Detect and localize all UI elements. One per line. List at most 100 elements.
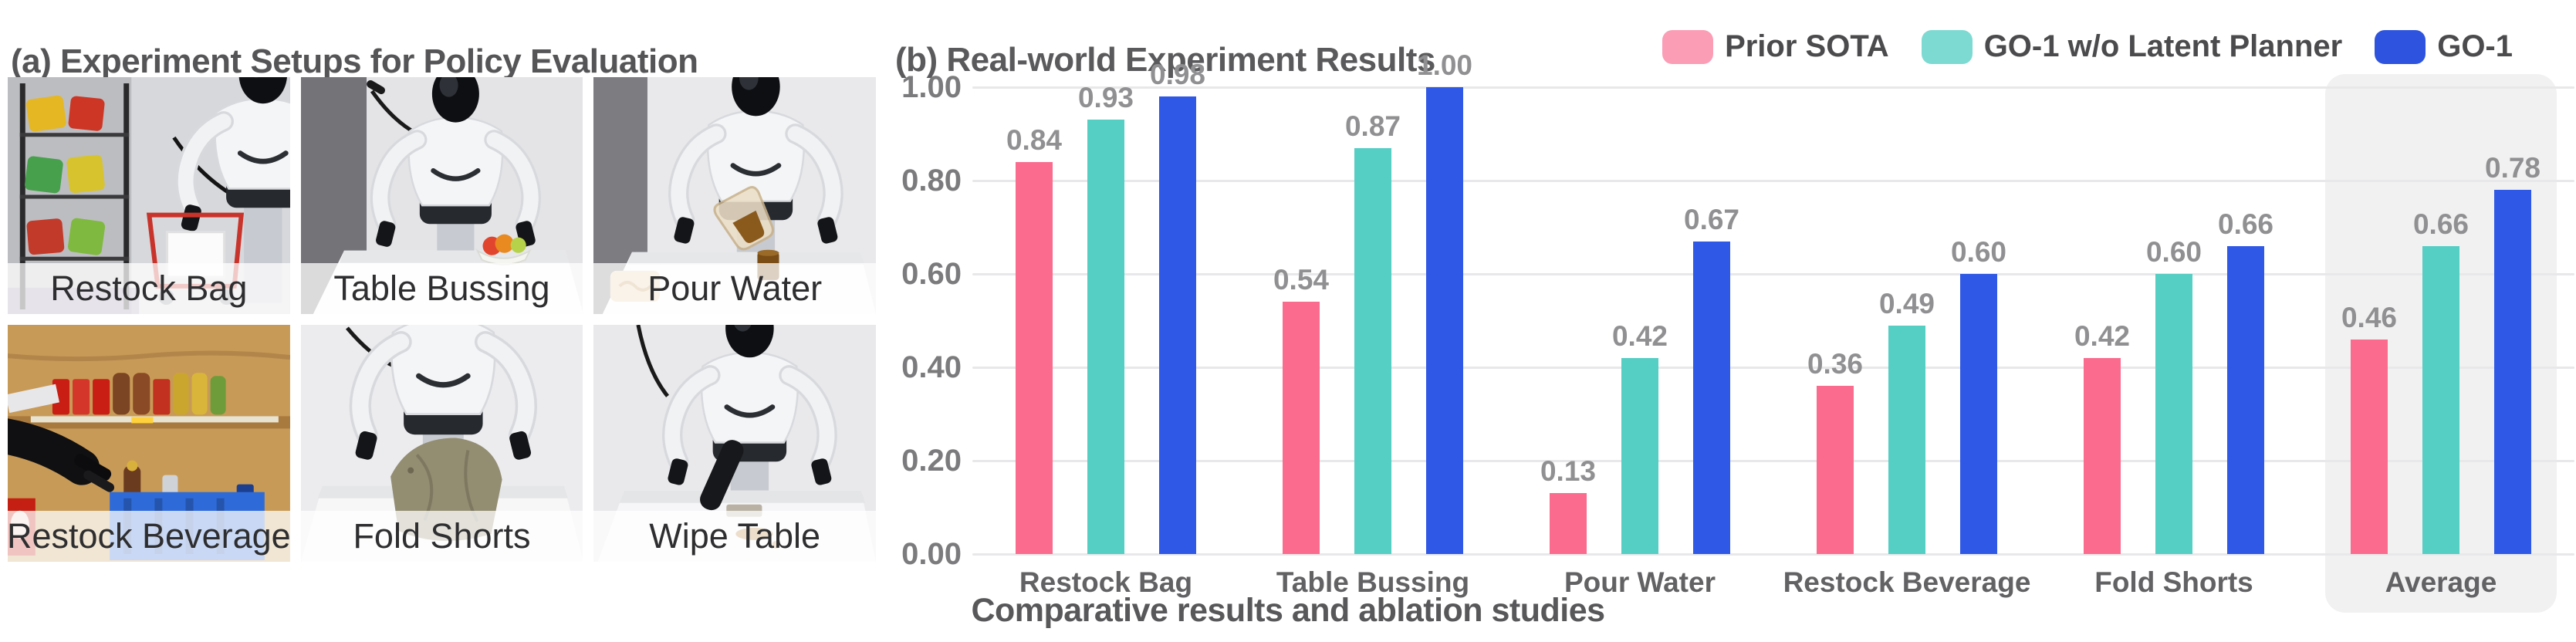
bar-value-label: 0.78	[2485, 152, 2541, 184]
bar-prior-sota-average	[2350, 339, 2388, 554]
bar-value-label: 0.49	[1878, 287, 1935, 319]
bar-go-1-restock-beverage	[1960, 274, 1997, 554]
bar-value-label: 0.87	[1344, 110, 1401, 142]
beverage-shelf	[8, 373, 290, 429]
bar-group-average: 0.46 0.66 0.78	[2307, 87, 2574, 554]
bar-prior-sota-restock-bag	[1015, 161, 1053, 554]
bar-unit-go-1-w-o-latent-planner-average: 0.66	[2412, 208, 2469, 554]
legend-item-go-1-w-o-latent-planner: GO-1 w/o Latent Planner	[1921, 29, 2343, 64]
gridline-0.00	[972, 552, 2574, 556]
x-axis-label-fold-shorts: Fold Shorts	[2094, 566, 2253, 598]
fruit-bowl	[475, 234, 532, 265]
restock-bag-illustration	[8, 77, 290, 314]
legend-label: GO-1 w/o Latent Planner	[1983, 29, 2343, 63]
bar-value-label: 0.13	[1540, 455, 1596, 488]
bar-go-1-w-o-latent-planner-table-bussing	[1354, 147, 1391, 554]
legend-item-go-1: GO-1	[2375, 29, 2513, 64]
bar-go-1-w-o-latent-planner-restock-beverage	[1888, 325, 1925, 554]
bar-value-label: 0.42	[1611, 319, 1668, 352]
panel-a-title: (a) Experiment Setups for Policy Evaluat…	[11, 42, 698, 80]
bar-prior-sota-table-bussing	[1282, 302, 1320, 554]
bar-value-label: 0.42	[2074, 319, 2130, 352]
bar-unit-go-1-pour-water: 0.67	[1684, 203, 1740, 554]
bar-group-table-bussing: 0.54 0.87 1.00	[1239, 51, 1506, 554]
bar-group-fold-shorts: 0.42 0.60 0.66	[2040, 87, 2307, 554]
gridline-0.60	[972, 272, 2574, 275]
bar-value-label: 0.60	[2145, 236, 2202, 268]
snack-rack	[19, 83, 130, 309]
x-axis-label-restock-bag: Restock Bag	[1019, 566, 1193, 598]
legend-item-prior-sota: Prior SOTA	[1662, 29, 1889, 64]
bar-unit-prior-sota-fold-shorts: 0.42	[2074, 319, 2130, 554]
bar-group-restock-bag: 0.84 0.93 0.98	[972, 60, 1239, 554]
bar-value-label: 0.67	[1684, 203, 1740, 235]
bar-value-label: 0.66	[2412, 208, 2469, 240]
bar-value-label: 0.54	[1273, 264, 1329, 296]
photo-label-wipe-table: Wipe Table	[593, 511, 876, 562]
bar-chart: 1.00 0.80 0.60 0.40 0.20 0.00 0.84 0.93 0.98 Rest…	[887, 0, 2576, 642]
bar-prior-sota-fold-shorts	[2083, 357, 2121, 554]
bar-unit-prior-sota-restock-bag: 0.84	[1006, 123, 1062, 554]
bar-unit-prior-sota-table-bussing: 0.54	[1273, 265, 1329, 554]
bar-unit-go-1-fold-shorts: 0.66	[2218, 209, 2273, 554]
bar-unit-prior-sota-pour-water: 0.13	[1540, 457, 1596, 554]
y-axis-tick-0.60: 0.60	[901, 257, 962, 291]
bar-unit-prior-sota-restock-beverage: 0.36	[1807, 350, 1863, 554]
bar-go-1-w-o-latent-planner-average	[2422, 245, 2459, 554]
experiment-photo-restock-beverage: Restock Beverage	[8, 325, 290, 562]
x-axis-label-restock-beverage: Restock Beverage	[1783, 566, 2031, 598]
bar-value-label: 0.93	[1077, 82, 1134, 114]
bar-unit-go-1-restock-bag: 0.98	[1150, 60, 1205, 554]
bar-unit-go-1-table-bussing: 1.00	[1417, 51, 1472, 554]
bar-go-1-fold-shorts	[2227, 245, 2264, 554]
bar-go-1-w-o-latent-planner-pour-water	[1621, 357, 1658, 554]
bar-unit-go-1-average: 0.78	[2485, 154, 2541, 554]
experiment-photo-wipe-table: Wipe Table	[593, 325, 876, 562]
mic	[366, 80, 385, 95]
experiment-photo-fold-shorts: Fold Shorts	[300, 325, 583, 562]
bar-go-1-average	[2494, 190, 2531, 554]
y-axis-tick-0.40: 0.40	[901, 350, 962, 384]
y-axis-tick-0.80: 0.80	[901, 164, 962, 198]
juice-jug	[713, 186, 775, 251]
experiment-photo-grid: Restock Bag	[8, 77, 876, 562]
legend-swatch-go-1	[2375, 29, 2426, 64]
x-axis-label-average: Average	[2385, 566, 2497, 598]
panel-b-title: (b) Real-world Experiment Results	[895, 40, 1435, 79]
bar-go-1-table-bussing	[1426, 87, 1463, 554]
bar-unit-prior-sota-average: 0.46	[2341, 301, 2397, 554]
bar-prior-sota-restock-beverage	[1816, 386, 1854, 554]
experiment-photo-table-bussing: Table Bussing	[300, 77, 583, 314]
bar-value-label: 0.60	[1951, 236, 2007, 268]
y-axis-tick-1.00: 1.00	[901, 70, 962, 104]
bar-unit-go-1-w-o-latent-planner-restock-bag: 0.93	[1078, 83, 1134, 554]
photo-label-pour-water: Pour Water	[593, 263, 876, 314]
panel-experiment-setups: (a) Experiment Setups for Policy Evaluat…	[0, 0, 887, 642]
bar-go-1-pour-water	[1693, 241, 1730, 554]
bar-prior-sota-pour-water	[1549, 493, 1587, 554]
experiment-photo-pour-water: Pour Water	[593, 77, 876, 314]
bar-go-1-w-o-latent-planner-restock-bag	[1087, 120, 1124, 554]
photo-label-restock-beverage: Restock Beverage	[8, 511, 290, 562]
bar-group-pour-water: 0.13 0.42 0.67	[1506, 87, 1773, 554]
bar-group-restock-beverage: 0.36 0.49 0.60	[1773, 87, 2040, 554]
legend-label: Prior SOTA	[1725, 29, 1889, 63]
bar-value-label: 0.84	[1006, 123, 1062, 156]
legend-swatch-prior-sota	[1662, 29, 1714, 64]
gridline-0.40	[972, 366, 2574, 369]
bar-unit-go-1-w-o-latent-planner-restock-beverage: 0.49	[1879, 289, 1935, 554]
bar-value-label: 0.46	[2341, 301, 2397, 333]
gridline-0.20	[972, 459, 2574, 462]
bar-unit-go-1-restock-beverage: 0.60	[1951, 238, 2006, 554]
y-axis-tick-0.20: 0.20	[901, 444, 962, 478]
figure-caption: Comparative results and ablation studies	[971, 592, 1605, 629]
y-axis-tick-0.00: 0.00	[901, 537, 962, 571]
chart-legend: Prior SOTA GO-1 w/o Latent Planner GO-1	[1662, 29, 2513, 64]
mic-cable	[636, 325, 670, 397]
experiment-photo-restock-bag: Restock Bag	[8, 77, 290, 314]
bar-unit-go-1-w-o-latent-planner-fold-shorts: 0.60	[2146, 238, 2202, 554]
x-axis-label-table-bussing: Table Bussing	[1276, 566, 1470, 598]
robot-gripper	[8, 418, 115, 492]
gridline-0.80	[972, 179, 2574, 182]
